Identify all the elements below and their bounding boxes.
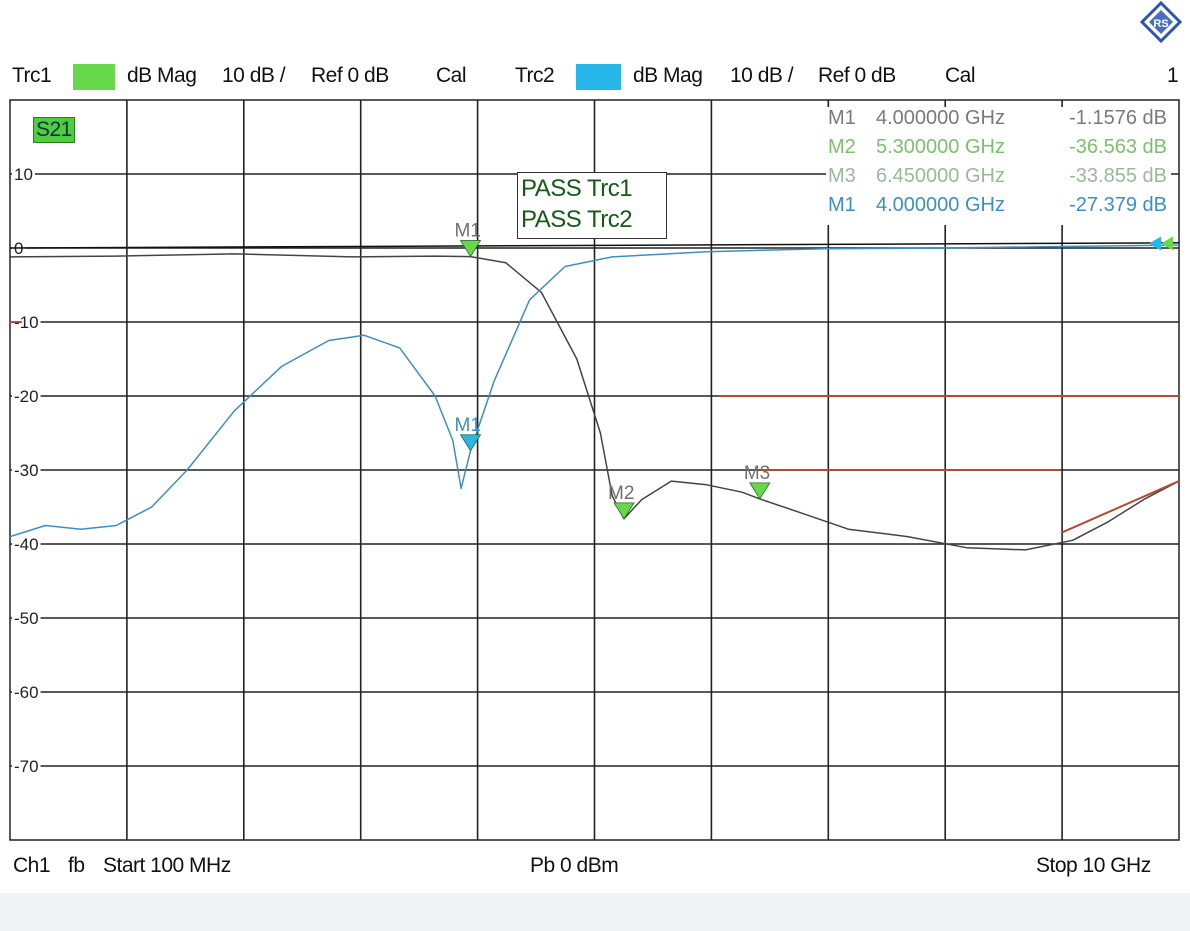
series-limit-line-ramp — [1060, 480, 1180, 534]
y-tick-labels: 100-10-20-30-40-50-60-70 — [12, 164, 41, 777]
trace2-cal: Cal — [945, 64, 976, 87]
marker-name: M3 — [828, 165, 856, 187]
marker-row: M1 4.000000 GHz -27.379 dB — [826, 194, 1171, 223]
y-tick-label: -40 — [14, 535, 39, 554]
marker-value: -27.379 dB — [1069, 194, 1167, 216]
y-tick-label-background — [12, 460, 41, 481]
window-number: 1 — [1167, 64, 1179, 87]
trace2-label[interactable]: Trc2 — [515, 64, 555, 87]
marker-m1-trc1-triangle — [459, 240, 482, 258]
source-power[interactable]: Pb 0 dBm — [530, 854, 619, 877]
marker-m1-trc2-label: M1 — [455, 415, 481, 436]
trace1-format[interactable]: dB Mag — [127, 64, 197, 87]
trace-header: Trc1 dB Mag 10 dB / Ref 0 dB Cal Trc2 dB… — [0, 58, 1190, 94]
marker-frequency: 5.300000 GHz — [876, 136, 1005, 158]
series-trc1 — [9, 253, 1180, 551]
trace1-cal: Cal — [436, 64, 467, 87]
y-tick-label: 10 — [14, 165, 33, 184]
svg-text:RS: RS — [1153, 18, 1168, 30]
marker-m1-trc2-triangle — [459, 434, 482, 452]
trace-markers: M1 M2 M3 M1 — [455, 221, 1173, 520]
marker-m1-trc1-label: M1 — [455, 221, 481, 242]
channel-label[interactable]: Ch1 — [13, 854, 51, 877]
trace2-reference-arrow-icon — [1149, 236, 1161, 251]
trace1-reference-arrow-icon — [1161, 236, 1173, 251]
status-footer: Ch1 fb Start 100 MHz Pb 0 dBm Stop 10 GH… — [0, 852, 1190, 882]
series-trc2 — [9, 244, 1180, 538]
start-frequency[interactable]: Start 100 MHz — [103, 854, 231, 877]
trace2-scale[interactable]: 10 dB / — [730, 64, 794, 87]
bottom-bar — [0, 893, 1190, 931]
limit-check-box: PASS Trc1 PASS Trc2 — [517, 172, 667, 239]
limit-pass-trc2: PASS Trc2 — [521, 206, 633, 233]
marker-m2-trc1-triangle — [613, 502, 635, 520]
y-tick-label: -10 — [14, 313, 39, 332]
trace1-ref[interactable]: Ref 0 dB — [311, 64, 389, 87]
y-tick-label-background — [12, 164, 35, 185]
marker-name: M1 — [828, 194, 856, 216]
marker-name: M1 — [828, 107, 856, 129]
y-tick-label-background — [12, 682, 41, 703]
marker-name: M2 — [828, 136, 856, 158]
marker-frequency: 6.450000 GHz — [876, 165, 1005, 187]
marker-frequency: 4.000000 GHz — [876, 107, 1005, 129]
series-reference-0-db — [9, 242, 1180, 249]
marker-m2-trc1-label: M2 — [608, 483, 634, 504]
trace1-color-swatch[interactable] — [73, 64, 115, 90]
y-tick-label: -70 — [14, 757, 39, 776]
vendor-logo-icon: RS — [1139, 0, 1183, 44]
limit-pass-trc1: PASS Trc1 — [521, 175, 633, 202]
marker-m3-trc1-triangle — [749, 482, 771, 500]
marker-row: M1 4.000000 GHz -1.1576 dB — [826, 107, 1171, 136]
y-tick-label-background — [12, 756, 41, 777]
y-tick-label-background — [12, 534, 41, 555]
marker-row: M3 6.450000 GHz -33.855 dB — [826, 165, 1171, 194]
sweep-type: fb — [68, 854, 85, 877]
stop-frequency[interactable]: Stop 10 GHz — [1036, 854, 1151, 877]
trace1-scale[interactable]: 10 dB / — [222, 64, 286, 87]
marker-value: -1.1576 dB — [1069, 107, 1167, 129]
y-tick-label-background — [12, 608, 41, 629]
y-tick-label-background — [12, 386, 41, 407]
trace2-color-swatch[interactable] — [576, 64, 621, 90]
trace2-ref[interactable]: Ref 0 dB — [818, 64, 896, 87]
marker-value: -33.855 dB — [1069, 165, 1167, 187]
marker-frequency: 4.000000 GHz — [876, 194, 1005, 216]
trace1-label[interactable]: Trc1 — [12, 64, 52, 87]
trace-series — [9, 242, 1180, 551]
marker-row: M2 5.300000 GHz -36.563 dB — [826, 136, 1171, 165]
y-tick-label: -20 — [14, 387, 39, 406]
marker-readout-table: M1 4.000000 GHz -1.1576 dB M2 5.300000 G… — [826, 107, 1171, 225]
trace2-format[interactable]: dB Mag — [633, 64, 703, 87]
y-tick-label-background — [12, 312, 41, 333]
y-tick-label: -50 — [14, 609, 39, 628]
active-param-label[interactable]: S21 — [33, 117, 75, 143]
y-tick-label: -60 — [14, 683, 39, 702]
marker-m3-trc1-label: M3 — [744, 463, 770, 484]
marker-value: -36.563 dB — [1069, 136, 1167, 158]
y-tick-label: -30 — [14, 461, 39, 480]
